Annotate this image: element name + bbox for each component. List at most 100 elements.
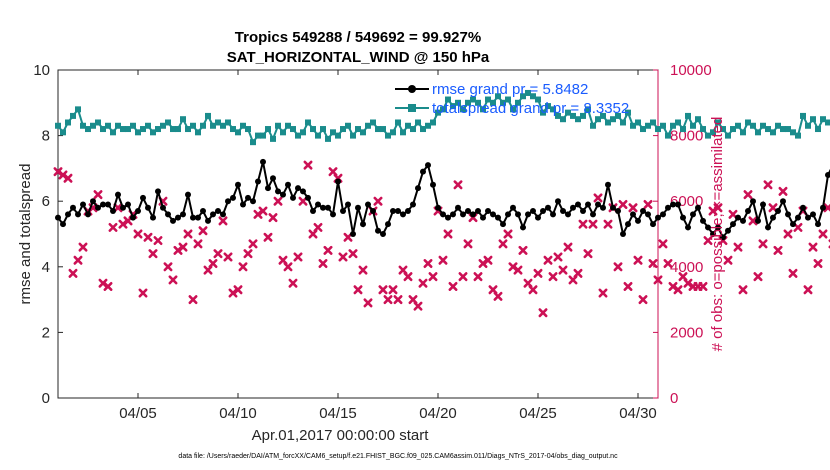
rmse-point xyxy=(460,211,466,218)
obs-point xyxy=(598,288,608,298)
x-axis-label: Apr.01,2017 00:00:00 start xyxy=(252,427,430,444)
obs-point xyxy=(763,180,773,190)
rmse-point xyxy=(80,201,86,208)
spread-point xyxy=(210,122,216,129)
rmse-point xyxy=(605,181,611,188)
obs-point xyxy=(143,232,153,242)
obs-point xyxy=(728,209,738,219)
rmse-point xyxy=(90,198,96,205)
rmse-point xyxy=(700,217,706,224)
spread-point xyxy=(505,96,511,103)
obs-point xyxy=(818,229,828,239)
rmse-point xyxy=(535,214,541,221)
spread-point xyxy=(800,112,806,119)
obs-point xyxy=(438,255,448,265)
spread-point xyxy=(585,106,591,113)
rmse-point xyxy=(695,204,701,211)
totalspread-series xyxy=(55,89,830,146)
obs-point xyxy=(213,249,223,259)
obs-point xyxy=(463,239,473,249)
rmse-point xyxy=(455,204,461,211)
obs-point xyxy=(773,245,783,255)
rmse-point xyxy=(285,181,291,188)
spread-point xyxy=(330,129,336,136)
obs-point xyxy=(528,285,538,295)
rmse-point xyxy=(275,188,281,195)
obs-point xyxy=(768,203,778,213)
spread-point xyxy=(60,129,66,136)
spread-point xyxy=(625,109,631,116)
rmse-point xyxy=(125,201,131,208)
spread-point xyxy=(700,126,706,133)
spread-point xyxy=(730,126,736,133)
obs-point xyxy=(193,239,203,249)
spread-point xyxy=(140,126,146,133)
rmse-point xyxy=(165,211,171,218)
chart-title: Tropics 549288 / 549692 = 99.927% xyxy=(235,29,481,46)
obs-point xyxy=(583,249,593,259)
y-tick-label-left: 0 xyxy=(42,390,50,407)
rmse-point xyxy=(825,171,830,178)
spread-point xyxy=(600,112,606,119)
spread-point xyxy=(480,106,486,113)
spread-point xyxy=(265,126,271,133)
obs-point xyxy=(293,252,303,262)
rmse-point xyxy=(370,208,376,215)
obs-point xyxy=(698,281,708,291)
rmse-point xyxy=(60,221,66,228)
rmse-point xyxy=(435,204,441,211)
obs-point xyxy=(548,272,558,282)
obs-point xyxy=(63,173,73,183)
legend-spread-label: totalspread grand pr = 8.3352 xyxy=(432,100,629,117)
rmse-point xyxy=(295,185,301,192)
spread-point xyxy=(815,126,821,133)
rmse-point xyxy=(725,227,731,234)
rmse-point xyxy=(510,204,516,211)
rmse-point xyxy=(730,221,736,228)
obs-point xyxy=(208,259,218,269)
rmse-point xyxy=(790,221,796,228)
rmse-point xyxy=(190,214,196,221)
obs-point xyxy=(448,281,458,291)
rmse-point xyxy=(470,211,476,218)
rmse-point xyxy=(305,194,311,201)
spread-point xyxy=(555,112,561,119)
rmse-point xyxy=(735,214,741,221)
spread-point xyxy=(65,119,71,126)
obs-point xyxy=(363,298,373,308)
obs-point xyxy=(178,242,188,252)
spread-point xyxy=(415,119,421,126)
rmse-point xyxy=(215,208,221,215)
rmse-point xyxy=(770,214,776,221)
obs-point xyxy=(473,272,483,282)
spread-point xyxy=(230,126,236,133)
obs-point xyxy=(93,190,103,200)
rmse-point xyxy=(570,204,576,211)
rmse-point xyxy=(420,168,426,175)
obs-point xyxy=(778,186,788,196)
obs-point xyxy=(458,272,468,282)
spread-point xyxy=(695,116,701,123)
obs-point xyxy=(723,255,733,265)
rmse-point xyxy=(265,185,271,192)
rmse-point xyxy=(335,178,341,185)
spread-point xyxy=(650,119,656,126)
spread-point xyxy=(475,99,481,106)
rmse-point xyxy=(425,162,431,169)
rmse-point xyxy=(710,231,716,237)
spread-point xyxy=(195,129,201,136)
rmse-point xyxy=(100,201,106,208)
spread-point xyxy=(465,99,471,106)
rmse-point xyxy=(150,214,156,221)
spread-point xyxy=(575,116,581,123)
rmse-point xyxy=(650,221,656,228)
x-tick-label: 04/30 xyxy=(619,405,657,422)
spread-point xyxy=(160,122,166,129)
spread-point xyxy=(155,126,161,133)
spread-point xyxy=(685,112,691,119)
obs-point xyxy=(323,245,333,255)
spread-point xyxy=(570,112,576,119)
rmse-point xyxy=(245,194,251,201)
spread-point xyxy=(435,109,441,116)
spread-point xyxy=(660,122,666,129)
